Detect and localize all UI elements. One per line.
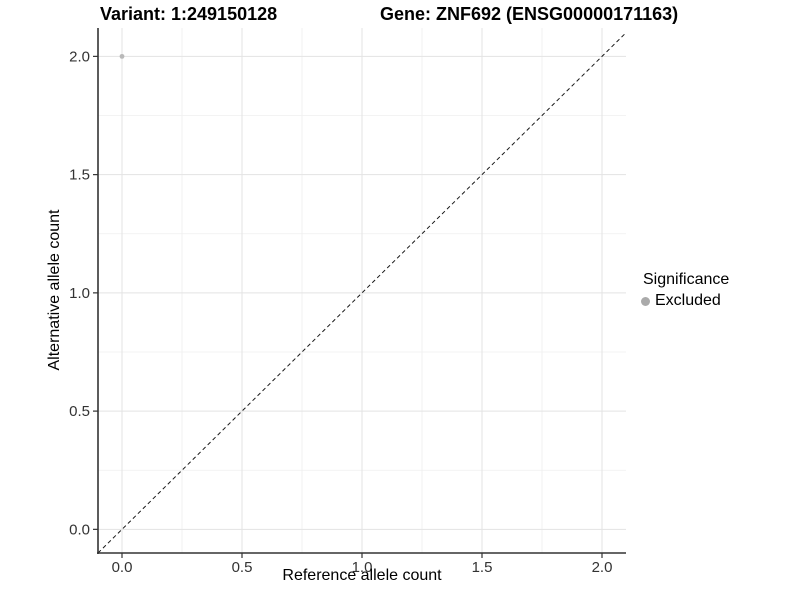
x-tick-label: 2.0 [592,559,613,576]
y-tick-label: 1.0 [69,285,90,302]
x-tick-label: 0.5 [232,559,253,576]
legend-title: Significance [643,271,730,288]
plot-title-gene: Gene: ZNF692 (ENSG00000171163) [380,4,679,24]
legend-item-excluded: Excluded [641,292,729,310]
plot-title-variant: Variant: 1:249150128 [100,4,278,24]
x-tick-label: 0.0 [112,559,133,576]
excluded-point-icon [641,296,650,306]
y-axis-title: Alternative allele count [46,209,63,371]
data-point [119,53,125,59]
y-tick-label: 2.0 [69,48,90,65]
identity-reference-line [97,32,627,554]
x-axis-title: Reference allele count [282,567,442,584]
legend: Significance Excluded [641,271,729,310]
x-tick-label: 1.0 [352,559,373,576]
y-tick-label: 0.5 [69,403,90,420]
x-tick-label: 1.5 [472,559,493,576]
y-tick-label: 0.0 [69,521,90,538]
y-tick-label: 1.5 [69,167,90,184]
legend-item-label: Excluded [655,292,721,309]
